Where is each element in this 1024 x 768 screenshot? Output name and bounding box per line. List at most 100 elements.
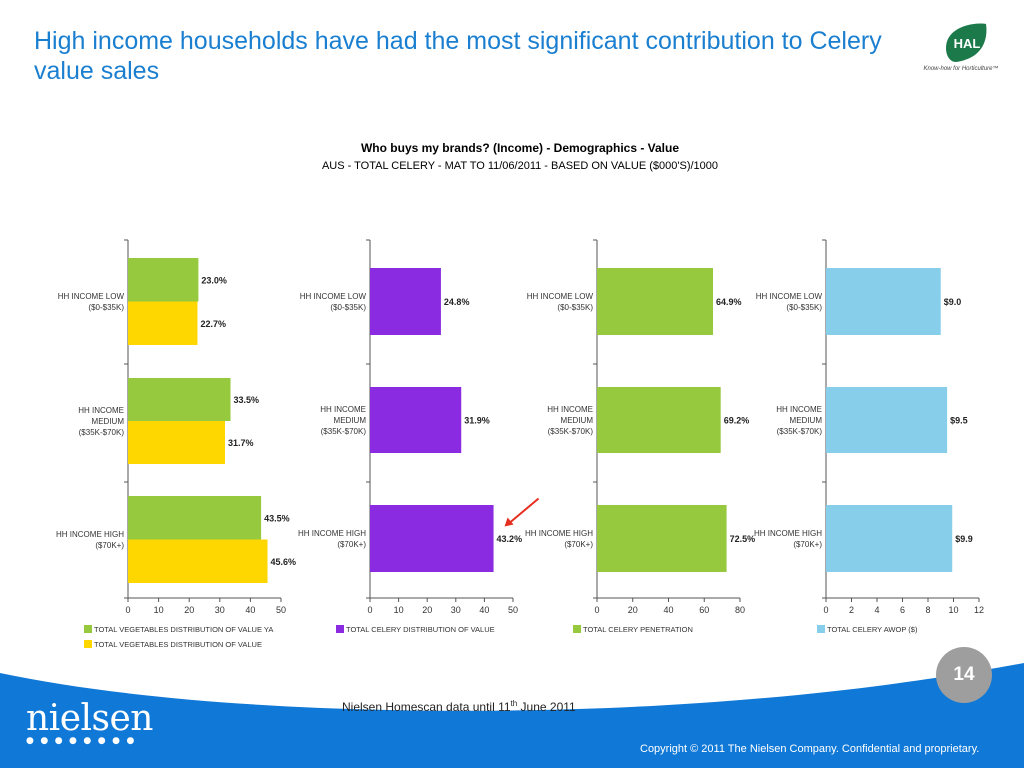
data-label: 24.8% — [444, 297, 470, 307]
category-label: ($35K-$70K) — [321, 427, 367, 436]
data-label: 43.5% — [264, 513, 290, 523]
category-label: HH INCOME HIGH — [525, 529, 593, 538]
data-label: 45.6% — [271, 557, 297, 567]
footer-band — [0, 663, 1024, 768]
bar — [128, 301, 198, 345]
x-tick-label: 0 — [823, 605, 828, 615]
bar — [597, 505, 727, 572]
bar — [826, 387, 948, 453]
x-tick-label: 0 — [125, 605, 130, 615]
bar — [128, 378, 231, 421]
data-label: 31.7% — [228, 438, 254, 448]
hal-logo-leaf — [946, 23, 987, 62]
category-label: HH INCOME HIGH — [56, 530, 124, 539]
data-label: 23.0% — [201, 275, 227, 285]
category-label: HH INCOME LOW — [300, 292, 367, 301]
x-tick-label: 40 — [479, 605, 489, 615]
hal-logo-text: HAL — [954, 36, 981, 51]
category-label: HH INCOME HIGH — [754, 529, 822, 538]
x-tick-label: 20 — [184, 605, 194, 615]
x-tick-label: 30 — [215, 605, 225, 615]
x-tick-label: 0 — [367, 605, 372, 615]
legend-swatch — [84, 625, 92, 633]
x-tick-label: 50 — [508, 605, 518, 615]
legend-swatch — [573, 625, 581, 633]
bar — [826, 505, 953, 572]
x-tick-label: 80 — [735, 605, 745, 615]
legend-label: TOTAL CELERY PENETRATION — [583, 625, 693, 634]
x-tick-label: 8 — [925, 605, 930, 615]
bar — [128, 421, 226, 464]
legend-label: TOTAL VEGETABLES DISTRIBUTION OF VALUE — [94, 640, 262, 649]
x-tick-label: 4 — [874, 605, 879, 615]
category-label: ($0-$35K) — [88, 303, 124, 312]
category-label: ($70K+) — [95, 541, 124, 550]
x-tick-label: 30 — [451, 605, 461, 615]
legend-label: TOTAL CELERY AWOP ($) — [827, 625, 918, 634]
bar — [826, 268, 941, 335]
charts-subtitle: AUS - TOTAL CELERY - MAT TO 11/06/2011 -… — [321, 160, 719, 172]
legend-swatch — [84, 640, 92, 648]
bar — [128, 496, 262, 540]
x-tick-label: 10 — [154, 605, 164, 615]
page-number: 14 — [936, 647, 992, 703]
copyright-text: Copyright © 2011 The Nielsen Company. Co… — [640, 743, 980, 755]
category-label: HH INCOME — [776, 405, 822, 414]
category-label: HH INCOME — [320, 405, 366, 414]
category-label: ($35K-$70K) — [777, 427, 823, 436]
legend-swatch — [817, 625, 825, 633]
bar — [597, 387, 721, 453]
x-tick-label: 0 — [594, 605, 599, 615]
bar — [128, 258, 199, 302]
data-label: 43.2% — [497, 534, 523, 544]
nielsen-logo: nielsen — [26, 698, 153, 739]
x-tick-label: 10 — [948, 605, 958, 615]
source-note-suffix: June 2011 — [517, 700, 576, 714]
data-label: 31.9% — [464, 416, 490, 426]
category-label: ($35K-$70K) — [548, 427, 594, 436]
nielsen-logo-dots: ●●●●●●●● — [26, 736, 141, 746]
data-label: 22.7% — [200, 319, 226, 329]
data-label: $9.5 — [950, 416, 968, 426]
chart-3: 0 20 40 60 80 64.9% HH INCOME LOW ($0-$35K) 69.2… — [525, 239, 756, 634]
annotation-arrow-line — [506, 497, 540, 526]
category-label: ($0-$35K) — [557, 303, 593, 312]
source-note: Nielsen Homescan data until 11th June 20… — [342, 699, 576, 714]
legend-label: TOTAL CELERY DISTRIBUTION OF VALUE — [346, 625, 495, 634]
x-tick-label: 60 — [699, 605, 709, 615]
category-label: MEDIUM — [790, 416, 823, 425]
x-tick-label: 40 — [663, 605, 673, 615]
chart-4: 0 2 4 6 8 10 12 $9.0 HH INCOME LOW ($0-$35K) $9.5 H… — [754, 239, 984, 634]
category-label: HH INCOME — [78, 406, 124, 415]
bar — [597, 268, 714, 335]
category-label: HH INCOME — [547, 405, 593, 414]
category-label: ($70K+) — [564, 540, 593, 549]
x-tick-label: 10 — [394, 605, 404, 615]
footer-wave — [0, 663, 1024, 768]
x-tick-label: 2 — [849, 605, 854, 615]
category-label: MEDIUM — [92, 417, 125, 426]
category-label: ($0-$35K) — [786, 303, 822, 312]
category-label: HH INCOME HIGH — [298, 529, 366, 538]
category-label: ($0-$35K) — [330, 303, 366, 312]
category-label: MEDIUM — [561, 416, 594, 425]
data-label: $9.9 — [955, 534, 973, 544]
annotation-arrow-head — [504, 517, 514, 527]
legend-swatch — [336, 625, 344, 633]
category-label: ($35K-$70K) — [79, 428, 125, 437]
source-note-prefix: Nielsen Homescan data until 11 — [342, 700, 511, 714]
x-tick-label: 20 — [628, 605, 638, 615]
x-tick-label: 20 — [422, 605, 432, 615]
bar — [370, 268, 441, 335]
charts-title: Who buys my brands? (Income) - Demograph… — [360, 141, 680, 155]
chart-2: 0 10 20 30 40 50 24.8% HH INCOME LOW ($0-$35K) 31… — [298, 239, 540, 634]
data-label: 72.5% — [730, 534, 756, 544]
hal-logo-tagline: Know-how for Horticulture™ — [923, 65, 998, 72]
category-label: MEDIUM — [334, 416, 367, 425]
chart-1: 0 10 20 30 40 50 23.0% 22.7% HH INCOME LOW ($0-$3… — [56, 239, 297, 649]
data-label: 69.2% — [724, 416, 750, 426]
category-label: ($70K+) — [337, 540, 366, 549]
hal-logo: HAL Know-how for Horticulture™ — [923, 23, 999, 72]
data-label: 64.9% — [716, 297, 742, 307]
